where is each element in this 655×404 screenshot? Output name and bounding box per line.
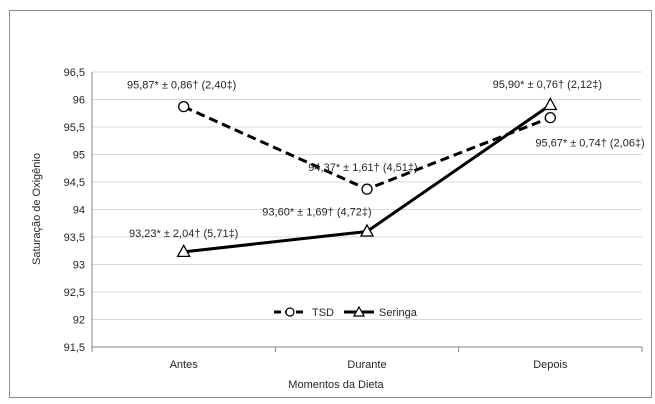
y-tick-label: 94,5 (64, 177, 85, 189)
y-tick-labels: 91,5 92 92,5 93 93,5 94 94,5 95 95,5 96 96,5 (64, 67, 85, 354)
series-group (176, 97, 558, 258)
data-label-seringa: 93,23* ± 2,04† (5,71‡) (129, 228, 238, 240)
x-axis-label: Momentos da Dieta (288, 379, 384, 391)
y-tick-label: 94 (73, 205, 85, 217)
point-marker-tsd (361, 183, 373, 195)
data-label-tsd: 95,67* ± 0,74† (2,06‡) (535, 138, 644, 150)
x-tick-label: Durante (347, 359, 386, 371)
y-axis-label: Saturação de Oxigênio (31, 153, 43, 265)
data-label-tsd: 94,37* ± 1,61† (4,51‡) (308, 162, 417, 174)
y-tick-label: 93,5 (64, 232, 85, 244)
data-labels: 95,87* ± 0,86† (2,40‡) 94,37* ± 1,61† (4,… (127, 79, 645, 240)
x-tick-label: Antes (170, 359, 199, 371)
y-tick-label: 93 (73, 260, 85, 272)
data-label-seringa: 95,90* ± 0,76† (2,12‡) (493, 79, 602, 91)
y-tick-label: 92 (73, 315, 85, 327)
y-tick-label: 95 (73, 150, 85, 162)
point-marker-seringa (543, 97, 558, 111)
y-tick-label: 96 (73, 95, 85, 107)
chart-area: 91,5 92 92,5 93 93,5 94 94,5 95 95,5 96 96,5 Antes… (9, 10, 652, 398)
y-tick-label: 95,5 (64, 122, 85, 134)
point-marker-tsd (544, 112, 556, 124)
x-tick-labels: Antes Durante Depois (170, 359, 568, 371)
point-marker-seringa (176, 243, 191, 258)
legend-item-seringa: Seringa (344, 305, 418, 319)
legend-seringa-marker (352, 305, 366, 317)
data-label-tsd: 95,87* ± 0,86† (2,40‡) (127, 80, 236, 92)
point-marker-seringa (359, 223, 375, 237)
x-tick-label: Depois (533, 359, 568, 371)
data-label-seringa: 93,60* ± 1,69† (4,72‡) (262, 207, 371, 219)
y-tick-label: 91,5 (64, 342, 85, 354)
line-chart: 91,5 92 92,5 93 93,5 94 94,5 95 95,5 96 96,5 Antes… (31, 67, 645, 391)
legend-tsd-marker (285, 307, 295, 317)
legend-item-tsd: TSD (274, 307, 334, 319)
y-tick-label: 92,5 (64, 287, 85, 299)
legend-seringa-label: Seringa (379, 307, 418, 319)
gridlines (92, 71, 642, 320)
point-marker-tsd (178, 101, 190, 113)
y-tick-label: 96,5 (64, 67, 85, 79)
legend-tsd-label: TSD (312, 307, 334, 319)
series-line-tsd (183, 105, 551, 191)
axes (91, 72, 643, 352)
legend: TSD Seringa (274, 305, 418, 319)
